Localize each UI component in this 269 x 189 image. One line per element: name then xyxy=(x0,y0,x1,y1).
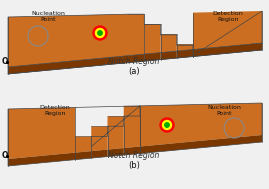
Polygon shape xyxy=(91,126,108,151)
Polygon shape xyxy=(124,106,140,148)
Polygon shape xyxy=(8,14,128,67)
Polygon shape xyxy=(128,14,144,56)
Polygon shape xyxy=(177,44,193,51)
Polygon shape xyxy=(193,43,262,57)
Text: Notch Region: Notch Region xyxy=(108,151,160,160)
Polygon shape xyxy=(8,107,75,159)
Circle shape xyxy=(162,121,172,129)
Polygon shape xyxy=(91,150,108,158)
Text: Detection
Region: Detection Region xyxy=(213,11,243,22)
Text: (b): (b) xyxy=(128,161,140,170)
Polygon shape xyxy=(161,34,177,53)
Polygon shape xyxy=(75,136,91,153)
Text: Notch Region: Notch Region xyxy=(108,57,160,66)
Polygon shape xyxy=(161,51,177,60)
Polygon shape xyxy=(128,54,144,63)
Text: Nucleation
Point: Nucleation Point xyxy=(207,105,241,116)
Text: Nucleation
Point: Nucleation Point xyxy=(31,11,65,22)
Polygon shape xyxy=(75,151,91,160)
Circle shape xyxy=(165,123,169,127)
Circle shape xyxy=(98,31,102,35)
Polygon shape xyxy=(140,135,262,153)
Text: O: O xyxy=(2,152,9,160)
Text: (a): (a) xyxy=(128,67,140,76)
Circle shape xyxy=(93,26,107,40)
Text: Detection
Region: Detection Region xyxy=(40,105,70,116)
Polygon shape xyxy=(193,11,262,50)
Polygon shape xyxy=(8,153,75,166)
Polygon shape xyxy=(124,146,140,155)
Polygon shape xyxy=(108,148,124,157)
Polygon shape xyxy=(144,24,161,54)
Polygon shape xyxy=(177,50,193,58)
Polygon shape xyxy=(8,56,128,74)
Circle shape xyxy=(95,29,104,37)
Polygon shape xyxy=(108,116,124,150)
Circle shape xyxy=(160,118,174,132)
Text: O: O xyxy=(2,57,9,67)
Polygon shape xyxy=(140,103,262,146)
Polygon shape xyxy=(144,53,161,61)
